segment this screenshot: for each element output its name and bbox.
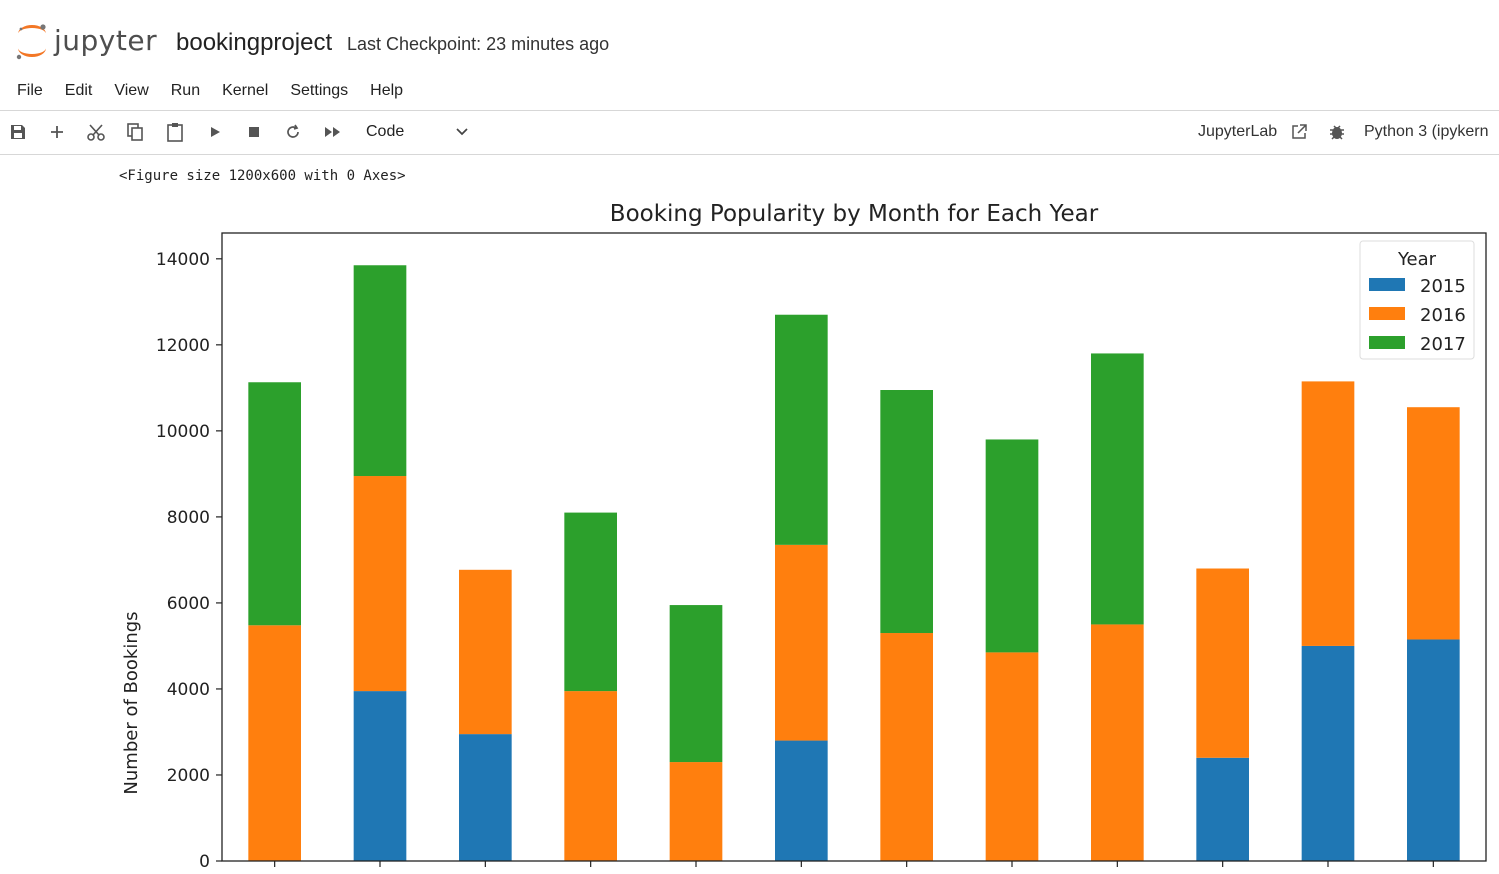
bar-2015-10 bbox=[1196, 757, 1249, 861]
menu-edit[interactable]: Edit bbox=[64, 82, 93, 99]
external-link-icon[interactable] bbox=[1287, 120, 1311, 144]
bar-2016-2 bbox=[353, 476, 407, 692]
kernel-name[interactable]: Python 3 (ipykern bbox=[1364, 123, 1489, 140]
booking-chart: Booking Popularity by Month for Each Yea… bbox=[121, 201, 1487, 872]
run-icon[interactable] bbox=[203, 120, 227, 144]
y-tick-label: 14000 bbox=[156, 250, 210, 270]
cut-icon[interactable] bbox=[84, 120, 108, 144]
bar-2016-6 bbox=[775, 544, 828, 741]
bar-2015-6 bbox=[775, 740, 828, 861]
copy-icon[interactable] bbox=[123, 120, 147, 144]
menu-bar: File Edit View Run Kernel Settings Help bbox=[0, 72, 1499, 111]
logo-text: jupyter bbox=[54, 24, 158, 57]
jupyter-logo[interactable] bbox=[12, 18, 162, 64]
y-tick-label: 4000 bbox=[167, 680, 210, 700]
bar-2016-11 bbox=[1301, 381, 1355, 646]
bar-2015-11 bbox=[1301, 645, 1355, 861]
bar-2016-10 bbox=[1196, 568, 1249, 758]
bar-2017-6 bbox=[775, 314, 828, 545]
y-axis: 0 2000 4000 6000 8000 10000 12000 14000 bbox=[156, 250, 222, 872]
legend-swatch-2016 bbox=[1369, 307, 1405, 320]
save-icon[interactable] bbox=[6, 120, 30, 144]
add-cell-icon[interactable] bbox=[45, 120, 69, 144]
legend: Year 2015 2016 2017 bbox=[1359, 240, 1475, 360]
y-tick-label: 10000 bbox=[156, 422, 210, 442]
legend-title: Year bbox=[1397, 249, 1437, 270]
y-tick-label: 12000 bbox=[156, 336, 210, 356]
y-tick-label: 6000 bbox=[167, 594, 210, 614]
y-tick-label: 0 bbox=[199, 852, 210, 872]
jupyterlab-link[interactable]: JupyterLab bbox=[1198, 123, 1278, 140]
notebook-content: <Figure size 1200x600 with 0 Axes> Booki… bbox=[0, 155, 1499, 874]
bar-2017-9 bbox=[1091, 353, 1144, 625]
bar-2017-5 bbox=[669, 605, 723, 763]
bar-2016-12 bbox=[1407, 407, 1460, 640]
menu-help[interactable]: Help bbox=[370, 82, 404, 99]
menu-file[interactable]: File bbox=[17, 82, 43, 99]
stop-icon[interactable] bbox=[242, 120, 266, 144]
menu-kernel[interactable]: Kernel bbox=[222, 82, 269, 99]
bar-2016-7 bbox=[880, 633, 933, 861]
fast-forward-icon[interactable] bbox=[321, 120, 345, 144]
legend-swatch-2017 bbox=[1369, 336, 1405, 349]
bar-2017-2 bbox=[353, 265, 407, 477]
bar-2016-5 bbox=[669, 762, 723, 861]
bar-2017-1 bbox=[248, 382, 301, 626]
legend-label-2016: 2016 bbox=[1420, 305, 1466, 326]
bar-2017-7 bbox=[880, 390, 933, 634]
chevron-down-icon bbox=[456, 128, 468, 136]
legend-swatch-2015 bbox=[1369, 278, 1405, 291]
bar-2017-4 bbox=[564, 512, 617, 692]
restart-icon[interactable] bbox=[281, 120, 305, 144]
top-header: jupyter bookingproject Last Checkpoint: … bbox=[0, 0, 1499, 73]
debugger-bug-icon[interactable] bbox=[1325, 120, 1349, 144]
cell-type-value: Code bbox=[366, 123, 405, 140]
paste-icon[interactable] bbox=[163, 120, 187, 144]
y-tick-label: 8000 bbox=[167, 508, 210, 528]
bar-2017-8 bbox=[985, 439, 1039, 653]
chart-title: Booking Popularity by Month for Each Yea… bbox=[610, 201, 1099, 227]
jupyter-logo-icon bbox=[16, 24, 46, 60]
checkpoint-status: Last Checkpoint: 23 minutes ago bbox=[347, 34, 610, 54]
x-axis bbox=[274, 861, 1434, 867]
menu-run[interactable]: Run bbox=[170, 82, 201, 99]
legend-label-2015: 2015 bbox=[1420, 276, 1466, 297]
bar-2015-12 bbox=[1407, 639, 1460, 861]
y-axis-label: Number of Bookings bbox=[121, 611, 142, 794]
legend-label-2017: 2017 bbox=[1420, 334, 1466, 355]
cell-type-dropdown[interactable]: Code bbox=[358, 119, 476, 145]
legend-box bbox=[1359, 240, 1475, 360]
notebook-title[interactable]: bookingproject bbox=[176, 29, 333, 56]
bar-2016-9 bbox=[1091, 624, 1144, 861]
bar-2015-3 bbox=[459, 734, 512, 861]
bar-2016-8 bbox=[985, 652, 1039, 861]
bar-2016-3 bbox=[459, 569, 512, 735]
y-tick-label: 2000 bbox=[167, 766, 210, 786]
notebook-toolbar: Code JupyterLab Python 3 (ipykern bbox=[0, 111, 1499, 155]
plot-frame bbox=[221, 232, 1487, 862]
bar-2015-2 bbox=[353, 691, 407, 861]
bar-2016-1 bbox=[248, 625, 301, 861]
cell-output-text: <Figure size 1200x600 with 0 Axes> bbox=[119, 168, 406, 184]
menu-view[interactable]: View bbox=[114, 82, 149, 99]
menu-settings[interactable]: Settings bbox=[290, 82, 349, 99]
bar-2016-4 bbox=[564, 691, 617, 861]
bars-group bbox=[248, 265, 1460, 861]
